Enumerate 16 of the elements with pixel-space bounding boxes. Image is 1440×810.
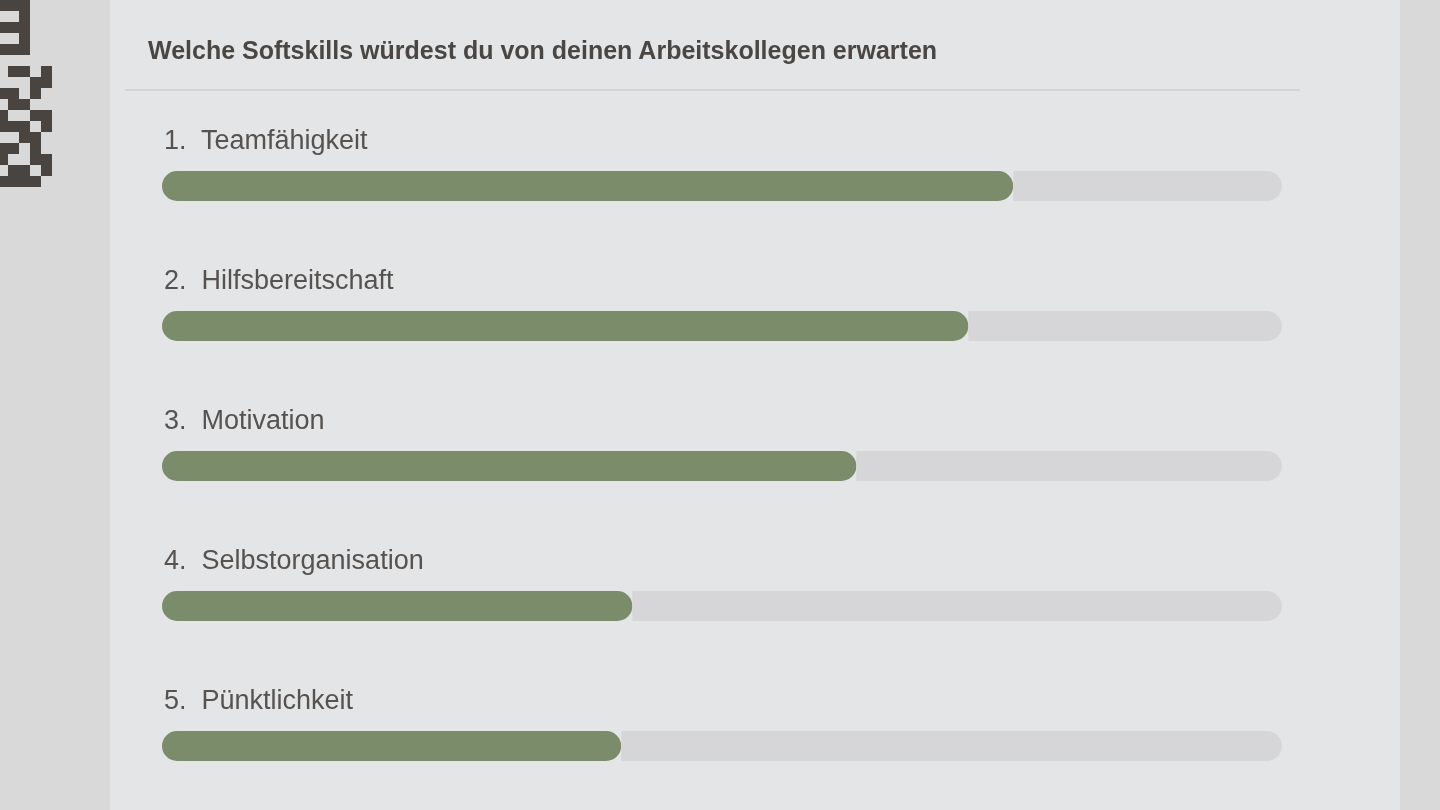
bar [621, 731, 1282, 761]
y-tick-label: 4. Selbstorganisation [164, 545, 424, 575]
y-tick-label: 5. Pünktlichkeit [164, 685, 354, 715]
bar [162, 171, 1014, 201]
y-tick-label: 1. Teamfähigkeit [164, 125, 369, 155]
bar [162, 451, 857, 481]
bar [162, 311, 969, 341]
bar [856, 451, 1282, 481]
bar [1013, 171, 1282, 201]
y-tick-label: 2. Hilfsbereitschaft [164, 265, 395, 295]
y-tick-label: 3. Motivation [164, 405, 325, 435]
bar [162, 731, 622, 761]
bar [968, 311, 1282, 341]
bar [632, 591, 1282, 621]
chart-title: Welche Softskills würdest du von deinen Arbeitskollegen erwarten [148, 36, 938, 64]
bar [162, 591, 633, 621]
